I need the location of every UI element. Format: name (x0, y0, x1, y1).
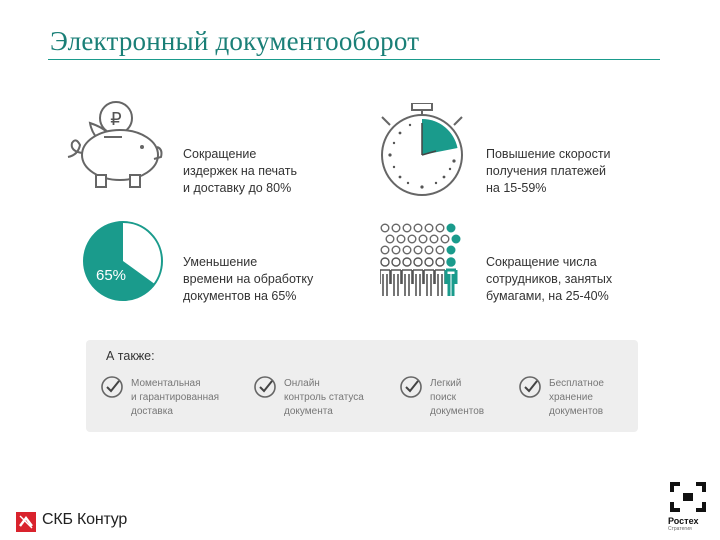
person-body (380, 269, 391, 296)
person-head (424, 245, 434, 255)
check-circle-icon (519, 376, 541, 398)
person-head (396, 234, 406, 244)
person-head (407, 234, 417, 244)
person-head (380, 257, 390, 267)
person-head (446, 257, 456, 267)
people-icon (380, 223, 461, 296)
person-body (444, 268, 458, 296)
benefit-cost-reduction: Сокращение издержек на печать и доставку… (183, 129, 297, 214)
also-heading: А также: (106, 349, 155, 363)
skb-kontur-logo-icon (16, 512, 36, 532)
person-head (435, 245, 445, 255)
check-circle-icon (101, 376, 123, 398)
title-divider (48, 59, 660, 60)
person-head (402, 223, 412, 233)
benefit-processing-time: Уменьшение времени на обработку документ… (183, 237, 313, 322)
rostec-logo-sub: Стратегия (668, 526, 692, 532)
person-head (413, 257, 423, 267)
benefit-text: Уменьшение времени на обработку документ… (183, 255, 314, 303)
pie-slice (83, 222, 155, 300)
person-head (440, 234, 450, 244)
piggy-bank-icon: ₽ (67, 101, 163, 188)
person-head (413, 223, 423, 233)
benefit-text: Сокращение числа сотрудников, занятых бу… (486, 255, 613, 303)
stopwatch-icon (381, 103, 463, 196)
person-body (434, 269, 446, 296)
also-panel (86, 340, 638, 432)
percent-label: 65% (96, 267, 127, 284)
person-head (446, 245, 456, 255)
also-item-text: Бесплатное хранение документов (549, 378, 604, 417)
rostec-logo-name: Ростех (668, 516, 699, 526)
check-circle-icon (254, 376, 276, 398)
also-item-text: Моментальная и гарантированная доставка (131, 378, 220, 417)
benefit-text: Сокращение издержек на печать и доставку… (183, 147, 297, 195)
person-head (391, 257, 401, 267)
person-head (435, 257, 445, 267)
check-circle-icon (400, 376, 422, 398)
also-item-text: Онлайн контроль статуса документа (284, 378, 364, 417)
also-item-text: Легкий поиск документов (430, 378, 485, 417)
person-head (424, 257, 434, 267)
benefit-staff-reduction: Сокращение числа сотрудников, занятых бу… (486, 237, 612, 322)
page-title: Электронный документооборот (50, 26, 420, 56)
person-head (429, 234, 439, 244)
person-body (390, 269, 402, 296)
person-head (402, 245, 412, 255)
svg-text:₽: ₽ (110, 109, 121, 130)
person-head (451, 234, 461, 244)
person-head (418, 234, 428, 244)
pie-chart-icon (83, 221, 163, 301)
person-head (385, 234, 395, 244)
skb-kontur-logo-text: СКБ Контур (42, 511, 128, 528)
person-head (391, 245, 401, 255)
person-head (424, 223, 434, 233)
benefit-payment-speed: Повышение скорости получения платежей на… (486, 129, 611, 214)
person-body (412, 269, 424, 296)
person-body (401, 269, 413, 296)
rostec-logo-icon (670, 482, 706, 512)
person-head (402, 257, 412, 267)
benefit-text: Повышение скорости получения платежей на… (486, 147, 611, 195)
person-head (380, 245, 390, 255)
person-head (391, 223, 401, 233)
person-head (380, 223, 390, 233)
person-head (435, 223, 445, 233)
person-head (413, 245, 423, 255)
person-body (423, 269, 435, 296)
person-head (446, 223, 456, 233)
